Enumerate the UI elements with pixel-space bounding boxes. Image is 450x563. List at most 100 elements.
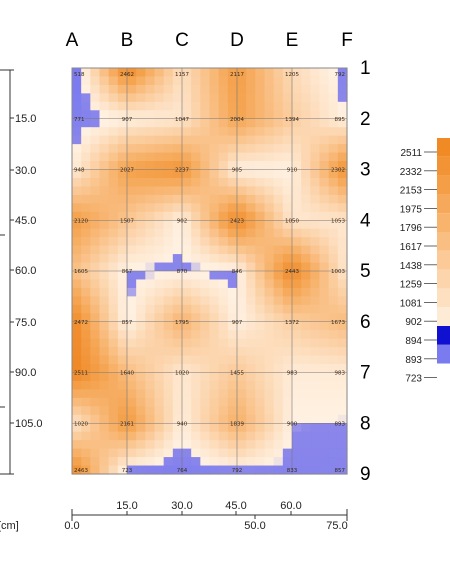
heat-cell: [237, 440, 247, 450]
heat-cell: [273, 262, 284, 272]
heat-cell: [273, 304, 284, 314]
x-axis-bottom: 15.0 30.0 45.0 60.00.0 50.0 75.0[cm]: [0, 500, 348, 532]
column-letter: D: [230, 30, 244, 51]
heat-cell: [117, 372, 128, 382]
heat-cell: [145, 330, 156, 340]
heat-cell: [154, 355, 165, 365]
heat-cell: [172, 431, 183, 441]
heat-cell: [72, 177, 82, 188]
heat-cell: [209, 448, 220, 458]
heat-cell: [117, 423, 128, 433]
heat-cell: [145, 68, 156, 78]
heat-cell: [218, 237, 229, 247]
heat-cell: [227, 144, 238, 154]
heat-cell: [200, 228, 211, 238]
heat-cell: [328, 338, 339, 348]
heat-cell: [90, 76, 101, 86]
heat-cell: [264, 380, 275, 391]
heat-cell: [127, 177, 137, 188]
legend-swatch: [437, 326, 450, 345]
heat-cell: [81, 186, 91, 196]
heat-cell: [191, 237, 201, 247]
heat-cell: [81, 220, 91, 230]
heat-cell: [200, 338, 211, 348]
heat-cell: [218, 330, 229, 340]
heat-cell: [237, 101, 247, 111]
heat-cell: [255, 262, 266, 272]
heat-cell: [182, 414, 192, 424]
heat-cell: [163, 296, 174, 306]
heat-cell: [117, 431, 128, 441]
cell-value-label: 857: [335, 468, 346, 474]
heat-cell: [99, 254, 110, 264]
heat-cell: [218, 118, 229, 128]
heat-cell: [337, 414, 348, 424]
heat-cell: [255, 347, 266, 357]
heat-cell: [200, 186, 211, 196]
heat-cell: [255, 364, 266, 374]
heat-cell: [246, 68, 256, 78]
heat-cell: [163, 287, 174, 297]
legend-swatch: [437, 269, 450, 289]
heat-cell: [273, 457, 284, 467]
heat-cell: [163, 254, 174, 264]
heat-cell: [292, 101, 302, 111]
heat-cell: [292, 372, 302, 382]
heat-cell: [191, 211, 201, 221]
heat-cell: [227, 313, 238, 323]
heat-cell: [282, 152, 293, 162]
heat-cell: [145, 228, 156, 238]
heat-cell: [99, 228, 110, 238]
heat-cell: [172, 313, 183, 323]
heat-cell: [273, 279, 284, 289]
heat-cell: [246, 169, 256, 179]
heat-cell: [227, 423, 238, 433]
heat-cell: [337, 355, 348, 365]
heat-cell: [108, 127, 119, 137]
heat-cell: [191, 287, 201, 297]
x-tick-label-lower: 75.0: [326, 520, 347, 532]
cell-value-label: 910: [287, 168, 298, 174]
heat-cell: [237, 355, 247, 365]
heat-cell: [200, 135, 211, 145]
heat-cell: [90, 228, 101, 238]
heat-cell: [200, 76, 211, 86]
heat-cell: [191, 271, 201, 281]
heat-cell: [117, 76, 128, 86]
heat-cell: [328, 380, 339, 391]
heat-cell: [99, 457, 110, 467]
heat-cell: [99, 186, 110, 196]
heat-cell: [154, 457, 165, 467]
heat-cell: [191, 380, 201, 391]
heat-cell: [154, 406, 165, 416]
cell-value-label: 1047: [175, 117, 189, 123]
heat-cell: [282, 448, 293, 458]
heat-cell: [90, 93, 101, 103]
heat-cell: [255, 457, 266, 467]
heat-cell: [310, 279, 321, 289]
column-letter: F: [341, 30, 353, 51]
heat-cell: [282, 161, 293, 171]
heat-cell: [145, 355, 156, 365]
heat-cell: [108, 406, 119, 416]
heat-cell: [108, 169, 119, 179]
heat-cell: [218, 135, 229, 145]
heat-cell: [227, 431, 238, 441]
heat-cell: [337, 296, 348, 306]
heat-cell: [319, 237, 330, 247]
heat-cell: [163, 440, 174, 450]
heat-cell: [282, 186, 293, 196]
heat-cell: [81, 380, 91, 391]
heat-cell: [301, 423, 311, 433]
heat-cell: [108, 347, 119, 357]
heat-cell: [172, 347, 183, 357]
cell-value-label: 2120: [74, 218, 88, 224]
heat-cell: [246, 237, 256, 247]
heat-cell: [282, 76, 293, 86]
heat-cell: [136, 355, 146, 365]
heat-cell: [246, 220, 256, 230]
heat-cell: [218, 127, 229, 137]
heat-cell: [328, 372, 339, 382]
cell-value-label: 2117: [230, 72, 244, 78]
heat-cell: [328, 271, 339, 281]
